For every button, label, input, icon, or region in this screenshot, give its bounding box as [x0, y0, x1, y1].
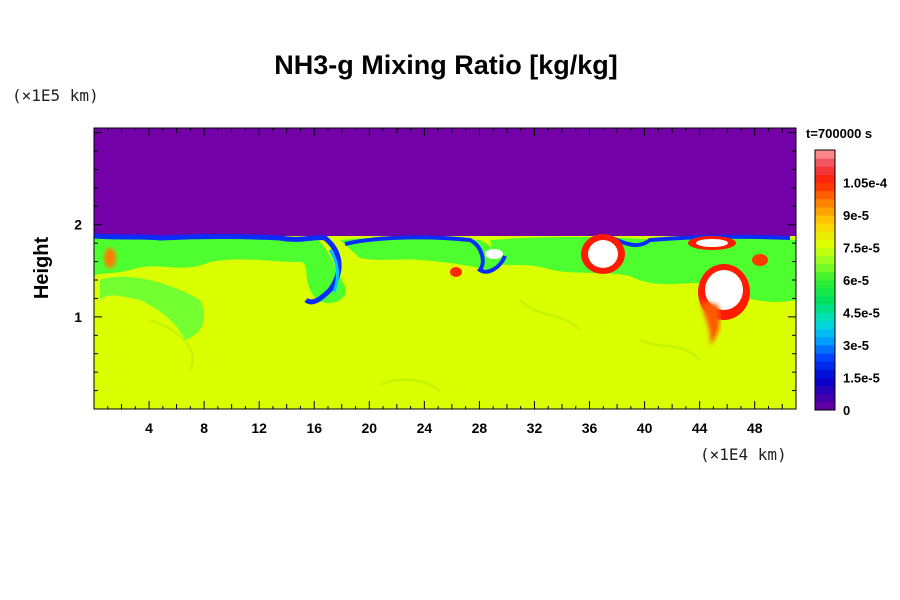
- colorbar-tick-label: 3e-5: [843, 338, 869, 353]
- chart-title: NH3-g Mixing Ratio [kg/kg]: [274, 50, 618, 80]
- hotspots: [104, 234, 768, 345]
- colorbar-swatch: [815, 231, 835, 240]
- colorbar-swatch: [815, 312, 835, 322]
- colorbar-swatch: [815, 271, 835, 281]
- colorbar-swatch: [815, 215, 835, 224]
- colorbar-swatch: [815, 280, 835, 289]
- interface-blue: [344, 235, 507, 274]
- y-tick-label: 1: [74, 309, 82, 325]
- mixing-band: [94, 236, 346, 304]
- colorbar-swatch: [815, 369, 835, 378]
- x-tick-label: 20: [362, 420, 378, 436]
- y-tick-label: 2: [74, 217, 82, 233]
- x-tick-label: 12: [251, 420, 267, 436]
- x-tick-label: 36: [582, 420, 598, 436]
- x-tick-label: 40: [637, 420, 653, 436]
- colorbar-swatch: [815, 174, 835, 183]
- colorbar-swatch: [815, 336, 835, 346]
- colorbar-swatch: [815, 255, 835, 265]
- colorbar-swatch: [815, 190, 835, 200]
- colorbar-tick-label: 9e-5: [843, 208, 869, 223]
- colorbar-tick-label: 7.5e-5: [843, 241, 880, 256]
- colorbar-tick-label: 4.5e-5: [843, 306, 880, 321]
- colorbar-frame: [814, 149, 836, 411]
- interface-blue: [611, 234, 791, 247]
- time-label: t=700000 s: [806, 126, 872, 141]
- colorbar-tick-label: 6e-5: [843, 273, 869, 288]
- x-tick-label: 8: [200, 420, 208, 436]
- colorbar-swatch: [815, 353, 835, 362]
- colorbar-swatch: [815, 401, 835, 411]
- x-tick-label: 32: [527, 420, 543, 436]
- x-tick-label: 28: [472, 420, 488, 436]
- colorbar-swatch: [815, 166, 835, 175]
- colorbar-swatch: [815, 296, 835, 305]
- y-axis-label: Height: [31, 237, 53, 300]
- heatmap-field: [94, 128, 796, 409]
- colorbar-swatch: [815, 361, 835, 370]
- x-tick-label: 44: [692, 420, 708, 436]
- colorbar-tick-label: 1.5e-5: [843, 371, 880, 386]
- mixing-band: [100, 276, 205, 340]
- colorbar-swatch: [815, 239, 835, 248]
- colorbar-swatch: [815, 247, 835, 257]
- lower-swirls: [149, 299, 701, 393]
- x-tick-label: 4: [145, 420, 153, 436]
- colorbar-swatch: [815, 377, 835, 387]
- x-unit-label: (×1E4 km): [700, 445, 787, 464]
- y-axis-ticks: 12: [74, 132, 796, 392]
- colorbar-swatch: [815, 385, 835, 395]
- colorbar-swatch: [815, 198, 835, 208]
- colorbar-swatch: [815, 288, 835, 297]
- mixing-band: [340, 237, 499, 270]
- colorbar: 1.05e-4 9e-5 7.5e-5 6e-5 4.5e-5 3e-5 1.5e-5 0: [814, 149, 888, 418]
- x-tick-label: 48: [747, 420, 763, 436]
- plot-frame: [93, 127, 797, 410]
- colorbar-swatch: [815, 158, 835, 167]
- colorbar-swatch: [815, 345, 835, 354]
- x-tick-label: 24: [417, 420, 433, 436]
- colorbar-swatch: [815, 393, 835, 403]
- colorbar-tick-label: 1.05e-4: [843, 176, 888, 191]
- interface-blue: [94, 233, 342, 305]
- colorbar-swatch: [815, 304, 835, 313]
- x-axis-ticks: 4 8 12 16 20 24 28 32 36 40 44 48: [107, 128, 783, 436]
- colorbar-swatch: [815, 328, 835, 338]
- interface-blue: [328, 249, 339, 293]
- colorbar-swatch: [815, 320, 835, 330]
- x-tick-label: 16: [306, 420, 322, 436]
- colorbar-tick-label: 0: [843, 403, 850, 418]
- colorbar-swatch: [815, 206, 835, 216]
- colorbar-swatch: [815, 182, 835, 192]
- mixing-band: [490, 237, 796, 302]
- colorbar-swatch: [815, 223, 835, 232]
- y-unit-label: (×1E5 km): [12, 86, 99, 105]
- colorbar-swatch: [815, 150, 835, 159]
- colorbar-swatch: [815, 263, 835, 273]
